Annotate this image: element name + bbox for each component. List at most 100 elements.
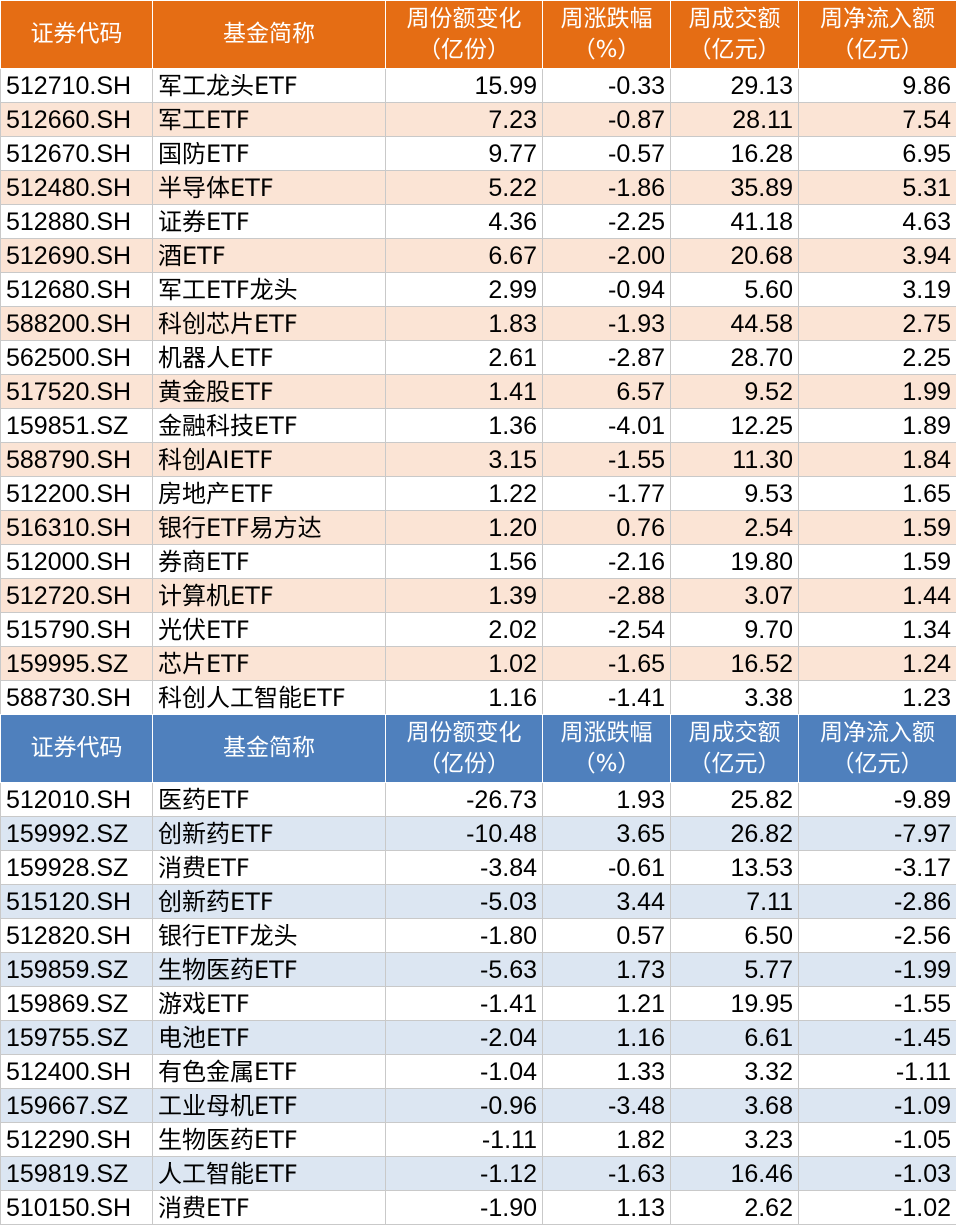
net-inflow-cell: -1.45 — [798, 1020, 956, 1055]
header-turnover: 周成交额 （亿元） — [670, 0, 799, 69]
header-pct-change-title: 周涨跌幅 — [560, 5, 653, 32]
turnover-cell: 35.89 — [670, 170, 799, 205]
turnover-cell: 44.58 — [670, 306, 799, 341]
name-cell: 军工龙头ETF — [152, 68, 386, 103]
code-cell: 512400.SH — [0, 1054, 153, 1089]
name-cell: 创新药ETF — [152, 884, 386, 919]
name-cell: 医药ETF — [152, 782, 386, 817]
pct-change-cell: 1.82 — [542, 1122, 671, 1157]
share-change-cell: -2.04 — [385, 1020, 543, 1055]
turnover-cell: 16.52 — [670, 646, 799, 681]
share-change-cell: 3.15 — [385, 442, 543, 477]
code-cell: 159992.SZ — [0, 816, 153, 851]
net-inflow-cell: 1.89 — [798, 408, 956, 443]
code-cell: 512480.SH — [0, 170, 153, 205]
name-cell: 芯片ETF — [152, 646, 386, 681]
pct-change-cell: 1.16 — [542, 1020, 671, 1055]
net-inflow-cell: -3.17 — [798, 850, 956, 885]
code-cell: 512670.SH — [0, 136, 153, 171]
name-cell: 游戏ETF — [152, 986, 386, 1021]
table-row: 512200.SH 房地产ETF 1.22 -1.77 9.53 1.65 — [0, 476, 956, 511]
turnover-cell: 26.82 — [670, 816, 799, 851]
table-row: 512290.SH 生物医药ETF -1.11 1.82 3.23 -1.05 — [0, 1122, 956, 1157]
net-inflow-cell: 1.34 — [798, 612, 956, 647]
turnover-cell: 16.28 — [670, 136, 799, 171]
header-name: 基金简称 — [152, 714, 386, 783]
share-change-cell: -1.41 — [385, 986, 543, 1021]
code-cell: 562500.SH — [0, 340, 153, 375]
header-net-inflow-title: 周净流入额 — [820, 5, 935, 32]
pct-change-cell: -2.00 — [542, 238, 671, 273]
header-share-change: 周份额变化 （亿份） — [385, 0, 543, 69]
share-change-cell: 1.36 — [385, 408, 543, 443]
turnover-cell: 5.77 — [670, 952, 799, 987]
table-row: 159667.SZ 工业母机ETF -0.96 -3.48 3.68 -1.09 — [0, 1088, 956, 1123]
table-row: 588730.SH 科创人工智能ETF 1.16 -1.41 3.38 1.23 — [0, 680, 956, 715]
turnover-cell: 19.80 — [670, 544, 799, 579]
pct-change-cell: 1.33 — [542, 1054, 671, 1089]
pct-change-cell: -2.54 — [542, 612, 671, 647]
turnover-cell: 9.52 — [670, 374, 799, 409]
net-inflow-cell: -1.02 — [798, 1190, 956, 1225]
inflow-table-body: 512710.SH 军工龙头ETF 15.99 -0.33 29.13 9.86 51266… — [0, 68, 956, 715]
pct-change-cell: -0.57 — [542, 136, 671, 171]
net-inflow-cell: 3.19 — [798, 272, 956, 307]
share-change-cell: -1.04 — [385, 1054, 543, 1089]
table-row: 512670.SH 国防ETF 9.77 -0.57 16.28 6.95 — [0, 136, 956, 171]
table-row: 515790.SH 光伏ETF 2.02 -2.54 9.70 1.34 — [0, 612, 956, 647]
turnover-cell: 3.07 — [670, 578, 799, 613]
pct-change-cell: -1.77 — [542, 476, 671, 511]
turnover-cell: 3.23 — [670, 1122, 799, 1157]
table-row: 159869.SZ 游戏ETF -1.41 1.21 19.95 -1.55 — [0, 986, 956, 1021]
pct-change-cell: -0.33 — [542, 68, 671, 103]
net-inflow-cell: 2.75 — [798, 306, 956, 341]
code-cell: 159755.SZ — [0, 1020, 153, 1055]
share-change-cell: 1.41 — [385, 374, 543, 409]
header-pct-change: 周涨跌幅 （%） — [542, 714, 671, 783]
header-turnover-title: 周成交额 — [688, 719, 781, 746]
table-row: 512680.SH 军工ETF龙头 2.99 -0.94 5.60 3.19 — [0, 272, 956, 307]
pct-change-cell: 0.57 — [542, 918, 671, 953]
table-row: 512010.SH 医药ETF -26.73 1.93 25.82 -9.89 — [0, 782, 956, 817]
code-cell: 159859.SZ — [0, 952, 153, 987]
name-cell: 计算机ETF — [152, 578, 386, 613]
table-row: 562500.SH 机器人ETF 2.61 -2.87 28.70 2.25 — [0, 340, 956, 375]
name-cell: 科创人工智能ETF — [152, 680, 386, 715]
net-inflow-cell: 3.94 — [798, 238, 956, 273]
turnover-cell: 28.11 — [670, 102, 799, 137]
table-row: 512660.SH 军工ETF 7.23 -0.87 28.11 7.54 — [0, 102, 956, 137]
code-cell: 159819.SZ — [0, 1156, 153, 1191]
table-row: 515120.SH 创新药ETF -5.03 3.44 7.11 -2.86 — [0, 884, 956, 919]
name-cell: 军工ETF龙头 — [152, 272, 386, 307]
name-cell: 工业母机ETF — [152, 1088, 386, 1123]
header-net-inflow-title: 周净流入额 — [820, 719, 935, 746]
header-pct-change-unit: （%） — [572, 750, 641, 777]
net-inflow-cell: -1.55 — [798, 986, 956, 1021]
pct-change-cell: -1.41 — [542, 680, 671, 715]
table-row: 512480.SH 半导体ETF 5.22 -1.86 35.89 5.31 — [0, 170, 956, 205]
table-row: 159992.SZ 创新药ETF -10.48 3.65 26.82 -7.97 — [0, 816, 956, 851]
net-inflow-cell: -1.03 — [798, 1156, 956, 1191]
share-change-cell: -1.12 — [385, 1156, 543, 1191]
code-cell: 512010.SH — [0, 782, 153, 817]
code-cell: 517520.SH — [0, 374, 153, 409]
name-cell: 券商ETF — [152, 544, 386, 579]
name-cell: 房地产ETF — [152, 476, 386, 511]
table-row: 159928.SZ 消费ETF -3.84 -0.61 13.53 -3.17 — [0, 850, 956, 885]
name-cell: 国防ETF — [152, 136, 386, 171]
code-cell: 512720.SH — [0, 578, 153, 613]
net-inflow-cell: 1.44 — [798, 578, 956, 613]
share-change-cell: 9.77 — [385, 136, 543, 171]
name-cell: 光伏ETF — [152, 612, 386, 647]
code-cell: 512820.SH — [0, 918, 153, 953]
name-cell: 银行ETF易方达 — [152, 510, 386, 545]
share-change-cell: 2.02 — [385, 612, 543, 647]
code-cell: 159928.SZ — [0, 850, 153, 885]
pct-change-cell: -3.48 — [542, 1088, 671, 1123]
net-inflow-cell: 4.63 — [798, 204, 956, 239]
net-inflow-cell: 5.31 — [798, 170, 956, 205]
turnover-cell: 2.54 — [670, 510, 799, 545]
code-cell: 588790.SH — [0, 442, 153, 477]
table-row: 159819.SZ 人工智能ETF -1.12 -1.63 16.46 -1.03 — [0, 1156, 956, 1191]
net-inflow-cell: 1.24 — [798, 646, 956, 681]
